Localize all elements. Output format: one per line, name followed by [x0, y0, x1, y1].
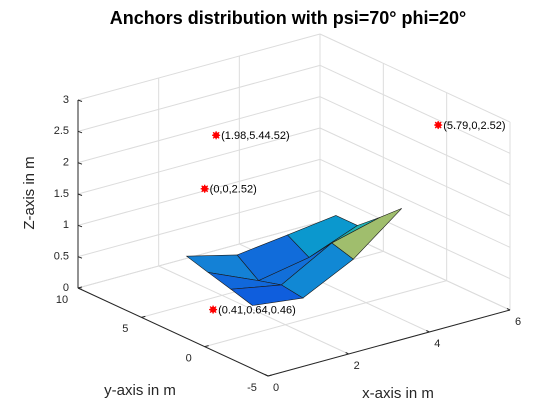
- x-axis-label: x-axis in m: [362, 385, 434, 402]
- tick-mark: [77, 224, 83, 228]
- tick-mark: [204, 345, 209, 348]
- grid-line: [77, 64, 321, 132]
- y-tick-label: 5: [122, 323, 128, 335]
- y-tick-label: -5: [247, 382, 257, 394]
- axis-line: [77, 287, 269, 377]
- grid-line: [319, 190, 511, 280]
- y-axis-label: y-axis in m: [104, 382, 176, 399]
- grid-line: [319, 158, 511, 248]
- tick-mark: [267, 374, 273, 377]
- tick-mark: [506, 308, 511, 311]
- x-tick-label: 6: [515, 316, 521, 328]
- z-tick-label: 1: [63, 219, 69, 231]
- z-tick-label: 2: [63, 157, 69, 169]
- tick-mark: [426, 330, 430, 333]
- surface-patch: [230, 284, 304, 306]
- grid-line: [77, 190, 321, 258]
- z-tick-label: 2.5: [54, 125, 69, 137]
- anchor-point: [209, 305, 218, 314]
- tick-mark: [264, 374, 269, 377]
- point-label: (0.41,0.64,0.46): [218, 304, 296, 316]
- tick-mark: [77, 130, 83, 134]
- tick-mark: [77, 99, 83, 102]
- tick-mark: [141, 315, 146, 318]
- grid-line: [158, 265, 349, 355]
- chart-title: Anchors distribution with psi=70° phi=20…: [110, 8, 466, 28]
- tick-mark: [77, 256, 83, 259]
- tick-mark: [77, 162, 83, 165]
- tick-mark: [77, 287, 83, 290]
- grid-line: [319, 96, 511, 186]
- grid-line: [77, 127, 321, 195]
- y-tick-label: 0: [186, 353, 192, 365]
- x-tick-label: 4: [434, 338, 440, 350]
- grid-line: [77, 96, 321, 164]
- z-tick-label: 0.5: [54, 251, 69, 263]
- grid-line: [77, 221, 321, 289]
- point-label: (0,0,2.52): [210, 184, 257, 196]
- anchor-point: [212, 131, 221, 140]
- z-tick-label: 3: [63, 94, 69, 106]
- grid-line: [77, 33, 321, 101]
- marker-part: [434, 121, 442, 129]
- axis-line: [267, 309, 511, 377]
- z-axis-label: Z-axis in m: [21, 156, 38, 229]
- z-tick-label: 1.5: [54, 188, 69, 200]
- x-tick-label: 2: [354, 360, 360, 372]
- point-label: (1.98,5.44.52): [221, 130, 289, 142]
- grid-line: [204, 280, 447, 348]
- grid-line: [319, 64, 511, 154]
- grid-line: [319, 33, 511, 123]
- grid-line: [77, 158, 321, 226]
- anchor-point: [434, 121, 443, 130]
- y-tick-label: 10: [56, 294, 68, 306]
- tick-mark: [345, 352, 349, 355]
- x-tick-label: 0: [273, 382, 279, 394]
- grid-line: [319, 127, 511, 217]
- marker-part: [212, 131, 220, 139]
- anchor-point: [200, 184, 209, 193]
- marker-part: [209, 306, 217, 314]
- z-tick-label: 0: [63, 282, 69, 294]
- point-label: (5.79,0,2.52): [443, 120, 505, 132]
- marker-part: [201, 185, 209, 193]
- tick-mark: [77, 193, 83, 196]
